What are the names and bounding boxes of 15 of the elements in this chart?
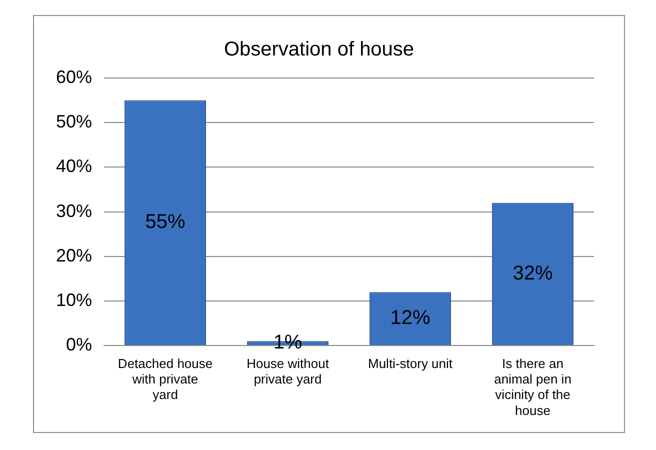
y-tick-label: 60% [56,66,92,87]
y-tick-label: 0% [66,334,92,355]
x-tick-label: Detached house with private yard [118,356,213,402]
y-tick-label: 10% [56,290,92,310]
data-label: 12% [390,307,430,330]
x-tick-label: House without private yard [246,356,330,387]
y-tick-label: 40% [56,156,92,176]
x-tick-label: Multi-story unit [368,356,453,371]
x-tick-label: Is there an animal pen in vicinity of the house [494,356,572,418]
data-label: 32% [512,262,553,285]
y-tick-label: 50% [56,112,92,132]
y-tick-label: 20% [56,245,92,266]
y-tick-label: 30% [56,200,92,221]
data-label: 55% [145,211,186,234]
chart-title: Observation of house [224,38,414,61]
